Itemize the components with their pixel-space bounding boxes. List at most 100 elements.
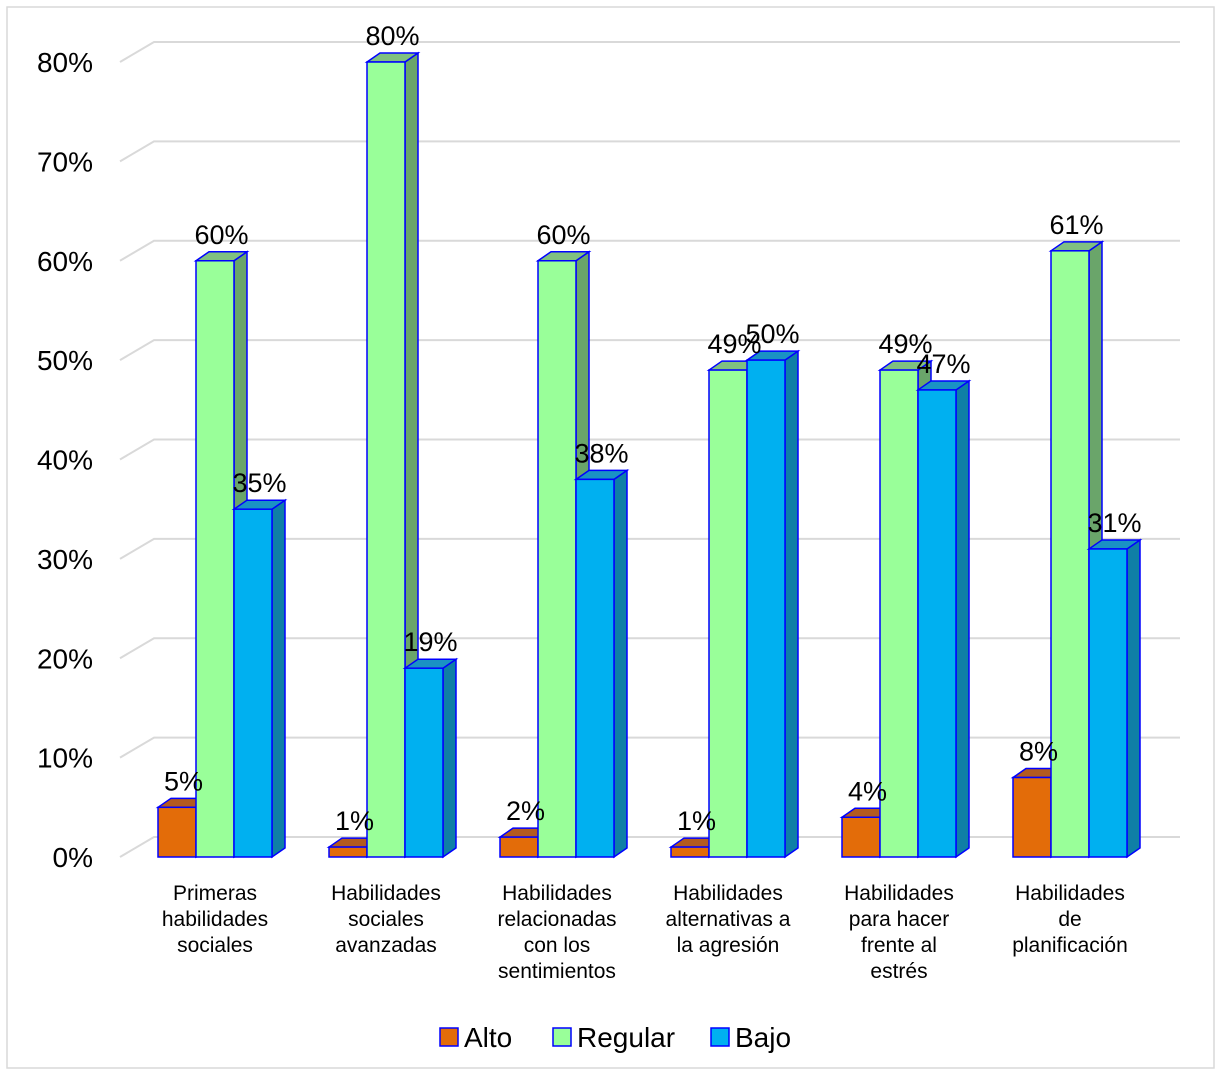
bar-bajo bbox=[915, 379, 972, 859]
legend-swatch bbox=[552, 1027, 572, 1047]
bar-front bbox=[879, 369, 919, 858]
category-label-line: Primeras bbox=[173, 882, 257, 905]
y-tick-label: 0% bbox=[53, 842, 93, 873]
category-label-line: Habilidades bbox=[844, 882, 954, 905]
legend-item-regular: Regular bbox=[552, 1022, 675, 1053]
y-tick-label: 40% bbox=[37, 445, 93, 476]
legend-swatch bbox=[439, 1027, 459, 1047]
legend-label: Alto bbox=[464, 1022, 512, 1053]
bar-front bbox=[746, 359, 786, 858]
category-label-line: Habilidades bbox=[502, 882, 612, 905]
category-label: Habilidades para hacer frente al estrés bbox=[844, 882, 954, 983]
bar-front bbox=[195, 260, 235, 858]
bar-front bbox=[1088, 548, 1128, 858]
bar-front bbox=[1050, 250, 1090, 858]
data-label: 31% bbox=[1087, 508, 1141, 538]
data-label: 4% bbox=[848, 776, 887, 806]
bar-group bbox=[668, 349, 801, 859]
category-label-line: la agresión bbox=[677, 934, 780, 957]
y-tick-label: 60% bbox=[37, 246, 93, 277]
legend: Alto Regular Bajo bbox=[439, 1022, 791, 1053]
legend-item-alto: Alto bbox=[439, 1022, 512, 1053]
bar-front bbox=[1012, 776, 1052, 858]
data-label: 5% bbox=[164, 766, 203, 796]
gridline bbox=[119, 339, 1180, 361]
category-label: Habilidades de planificación bbox=[1012, 882, 1128, 957]
y-tick-label: 50% bbox=[37, 345, 93, 376]
bar-front bbox=[233, 508, 273, 858]
data-label: 1% bbox=[335, 806, 374, 836]
data-label: 1% bbox=[677, 806, 716, 836]
category-label: Habilidades relacionadas con los sentimient… bbox=[497, 882, 616, 983]
category-label-line: habilidades bbox=[162, 908, 268, 931]
category-label-line: planificación bbox=[1012, 934, 1128, 957]
data-label: 80% bbox=[365, 21, 419, 51]
category-label-line: frente al bbox=[861, 934, 937, 957]
bar-bajo bbox=[231, 498, 288, 859]
category-label-line: Habilidades bbox=[673, 882, 783, 905]
bar-front bbox=[157, 806, 197, 858]
category-label-line: con los bbox=[524, 934, 591, 957]
gridline bbox=[119, 637, 1180, 660]
bar-front bbox=[917, 389, 957, 858]
legend-swatch bbox=[710, 1027, 730, 1047]
data-labels: 5%60%35%1%80%19%2%60%38%1%49%50%4%49%47%… bbox=[164, 21, 1142, 836]
gridlines bbox=[119, 41, 1180, 858]
category-label-line: alternativas a bbox=[666, 908, 791, 931]
category-label-line: sociales bbox=[348, 908, 424, 931]
data-label: 2% bbox=[506, 796, 545, 826]
bar-side bbox=[784, 349, 799, 859]
data-label: 49% bbox=[878, 329, 932, 359]
y-axis-ticks: 0% 10% 20% 30% 40% 50% 60% 70% 80% bbox=[37, 47, 93, 873]
bar-bajo bbox=[744, 349, 801, 859]
data-label: 60% bbox=[194, 220, 248, 250]
data-label: 35% bbox=[232, 468, 286, 498]
bar-group bbox=[839, 359, 972, 859]
category-label-line: Habilidades bbox=[331, 882, 441, 905]
category-label-line: Habilidades bbox=[1015, 882, 1125, 905]
category-label-line: relacionadas bbox=[497, 908, 616, 931]
bar-bajo bbox=[402, 657, 459, 859]
bar-front bbox=[537, 260, 577, 858]
y-tick-label: 70% bbox=[37, 146, 93, 177]
category-label: Habilidades alternativas a la agresión bbox=[666, 882, 791, 957]
category-label-line: sentimientos bbox=[498, 960, 616, 983]
gridline bbox=[119, 140, 1180, 163]
bar-side bbox=[442, 657, 457, 859]
bar-bajo bbox=[1086, 538, 1143, 859]
data-label: 19% bbox=[403, 627, 457, 657]
category-label-line: sociales bbox=[177, 934, 253, 957]
category-labels: Primeras habilidades sociales Habilidades so… bbox=[162, 882, 1128, 983]
bar-front bbox=[575, 478, 615, 858]
category-label: Primeras habilidades sociales bbox=[162, 882, 268, 957]
bar-group bbox=[326, 51, 459, 859]
data-label: 49% bbox=[707, 329, 761, 359]
bar-group bbox=[155, 250, 288, 859]
y-tick-label: 80% bbox=[37, 47, 93, 78]
bar-bajo bbox=[573, 468, 630, 859]
y-tick-label: 20% bbox=[37, 643, 93, 674]
data-label: 50% bbox=[745, 319, 799, 349]
category-label: Habilidades sociales avanzadas bbox=[331, 882, 441, 957]
bar-side bbox=[955, 379, 970, 859]
data-label: 61% bbox=[1049, 210, 1103, 240]
gridline bbox=[119, 836, 1180, 858]
gridline bbox=[119, 239, 1180, 262]
bar-side bbox=[271, 498, 286, 859]
data-label: 8% bbox=[1019, 737, 1058, 767]
legend-label: Bajo bbox=[735, 1022, 791, 1053]
bar-front bbox=[708, 369, 748, 858]
y-tick-label: 30% bbox=[37, 544, 93, 575]
bar-front bbox=[670, 846, 710, 858]
legend-label: Regular bbox=[577, 1022, 675, 1053]
category-label-line: estrés bbox=[870, 960, 927, 983]
bar-front bbox=[499, 836, 539, 858]
gridline bbox=[119, 537, 1180, 560]
data-label: 60% bbox=[536, 220, 590, 250]
bar-group bbox=[497, 250, 630, 859]
gridline bbox=[119, 438, 1180, 461]
data-label: 47% bbox=[916, 349, 970, 379]
bar-regular bbox=[364, 51, 421, 859]
